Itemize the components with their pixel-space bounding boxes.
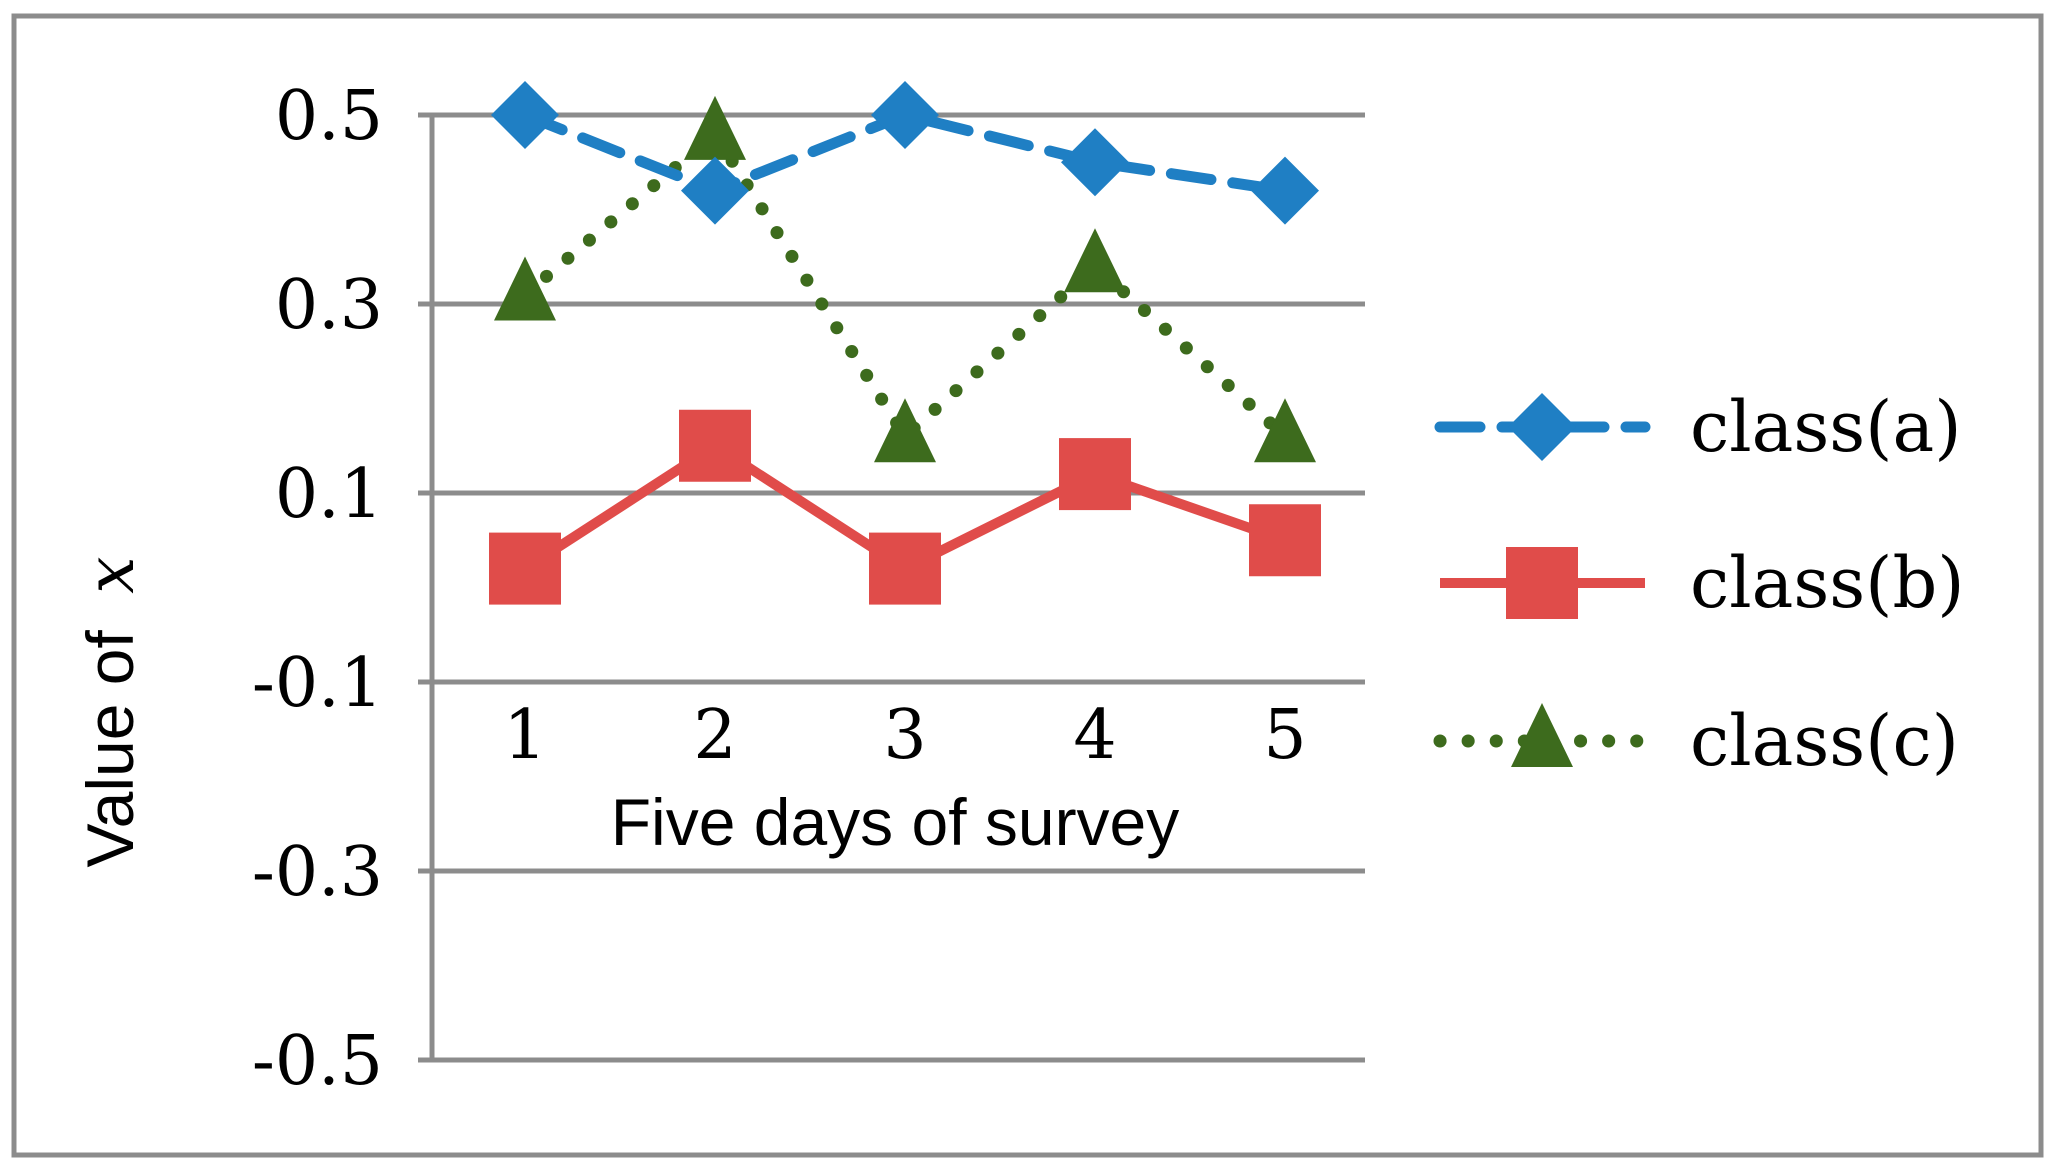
- x-tick-label: 2: [693, 696, 736, 775]
- data-point-diamond: [871, 81, 939, 149]
- y-axis-title-text: Value of: [73, 629, 147, 867]
- data-point-triangle: [1254, 398, 1316, 463]
- legend-marker-square: [1506, 547, 1578, 619]
- y-tick-label: -0.3: [252, 833, 383, 912]
- y-axis-title: Value of x: [72, 557, 149, 868]
- legend-label: class(b): [1690, 542, 1965, 624]
- data-point-triangle: [494, 256, 556, 321]
- data-point-diamond: [1061, 128, 1129, 197]
- data-point-square: [869, 532, 941, 605]
- legend-label: class(a): [1690, 386, 1962, 468]
- data-point-diamond: [491, 81, 559, 149]
- x-tick-label: 1: [503, 696, 546, 775]
- y-axis-title-variable: x: [72, 557, 149, 594]
- data-point-square: [489, 532, 561, 605]
- data-point-diamond: [681, 156, 749, 225]
- x-tick-label: 5: [1263, 696, 1306, 775]
- y-tick-label: 0.1: [275, 455, 383, 534]
- y-tick-label: 0.5: [275, 77, 383, 156]
- series-line: [518, 127, 1292, 443]
- legend-label: class(c): [1690, 700, 1959, 782]
- y-tick-label: -0.1: [252, 644, 383, 723]
- x-tick-label: 3: [883, 696, 926, 775]
- data-point-triangle: [1064, 228, 1126, 293]
- x-axis-title: Five days of survey: [611, 785, 1180, 859]
- data-point-square: [1249, 504, 1321, 577]
- legend-item: class(c): [1433, 700, 1959, 782]
- data-point-square: [1059, 438, 1131, 511]
- series-class(a): [491, 81, 1319, 225]
- legend-item: class(a): [1434, 386, 1962, 468]
- series-class(b): [489, 409, 1321, 605]
- x-tick-label: 4: [1073, 696, 1116, 775]
- y-tick-label: 0.3: [275, 266, 383, 345]
- data-point-diamond: [1251, 156, 1319, 225]
- legend-marker-triangle: [1511, 703, 1573, 767]
- series-class(c): [494, 95, 1316, 463]
- y-tick-label: -0.5: [252, 1022, 383, 1101]
- data-point-triangle: [684, 95, 746, 160]
- legend-item: class(b): [1440, 542, 1965, 624]
- chart-frame: [11, 13, 2044, 1158]
- legend-marker-diamond: [1508, 393, 1576, 461]
- data-point-triangle: [874, 398, 936, 463]
- data-point-square: [679, 409, 751, 482]
